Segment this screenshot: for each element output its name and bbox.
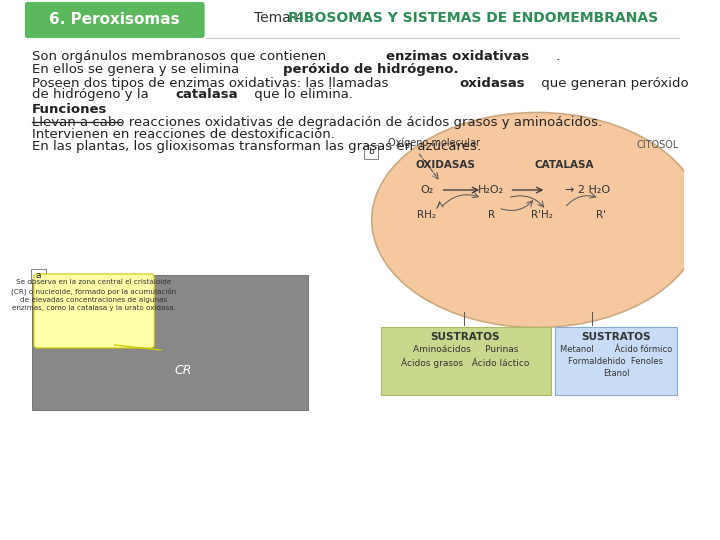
Text: Intervienen en reacciones de destoxificación.: Intervienen en reacciones de destoxifica… [32,128,335,141]
Text: Se observa en la zona central el cristaloide
(CR) o nucleoide, formado por la ac: Se observa en la zona central el cristal… [11,279,176,311]
Text: O₂: O₂ [420,185,433,195]
Text: Ácidos grasos   Ácido láctico: Ácidos grasos Ácido láctico [401,357,530,368]
Text: de hidrógeno y la: de hidrógeno y la [32,88,153,101]
FancyBboxPatch shape [364,145,378,159]
Text: CITOSOL: CITOSOL [637,140,679,150]
Text: Son orgánulos membranosos que contienen: Son orgánulos membranosos que contienen [32,50,330,63]
Text: oxidasas: oxidasas [459,77,525,90]
Text: CR: CR [175,363,192,376]
Bar [32,275,307,410]
Bar [381,327,551,395]
Text: que generan peróxido: que generan peróxido [537,77,689,90]
Text: Funciones: Funciones [32,103,107,116]
Text: CATALASA: CATALASA [535,160,594,170]
Text: b: b [368,147,374,157]
Text: H₂O₂: H₂O₂ [478,185,504,195]
Text: R: R [487,210,495,220]
Text: Etanol: Etanol [603,369,629,378]
FancyBboxPatch shape [31,269,46,283]
Text: R': R' [596,210,606,220]
Text: SUSTRATOS: SUSTRATOS [431,332,500,342]
Text: RH₂: RH₂ [418,210,436,220]
Text: Formaldehido  Fenoles: Formaldehido Fenoles [569,357,663,366]
Text: OXIDASAS: OXIDASAS [415,160,475,170]
Text: .: . [555,50,559,63]
Text: Aminoácidos     Purinas: Aminoácidos Purinas [413,345,518,354]
Text: → 2 H₂O: → 2 H₂O [564,185,610,195]
Bar [555,327,677,395]
Text: Poseen dos tipos de enzimas oxidativas: las llamadas: Poseen dos tipos de enzimas oxidativas: … [32,77,393,90]
Text: Metanol        Ácido fórmico: Metanol Ácido fórmico [560,345,672,354]
FancyBboxPatch shape [24,1,206,39]
Text: Oxígeno molecular: Oxígeno molecular [388,138,480,148]
Text: R'H₂: R'H₂ [531,210,552,220]
Text: SUSTRATOS: SUSTRATOS [581,332,651,342]
FancyBboxPatch shape [34,274,154,348]
Text: peróxido de hidrógeno.: peróxido de hidrógeno. [283,63,458,76]
Text: En las plantas, los glioxisomas transforman las grasas en azúcares.: En las plantas, los glioxisomas transfor… [32,140,481,153]
Text: Llevan a cabo reacciones oxidativas de degradación de ácidos grasos y aminoácido: Llevan a cabo reacciones oxidativas de d… [32,116,602,129]
Text: RIBOSOMAS Y SISTEMAS DE ENDOMEMBRANAS: RIBOSOMAS Y SISTEMAS DE ENDOMEMBRANAS [288,11,658,25]
Text: que lo elimina.: que lo elimina. [250,88,353,101]
Text: a: a [36,272,41,280]
Text: catalasa: catalasa [176,88,238,101]
Text: Tema 4.: Tema 4. [254,11,313,25]
Text: 6. Peroxisomas: 6. Peroxisomas [50,12,180,28]
Ellipse shape [372,112,702,327]
Text: En ellos se genera y se elimina: En ellos se genera y se elimina [32,63,243,76]
Text: enzimas oxidativas: enzimas oxidativas [385,50,528,63]
